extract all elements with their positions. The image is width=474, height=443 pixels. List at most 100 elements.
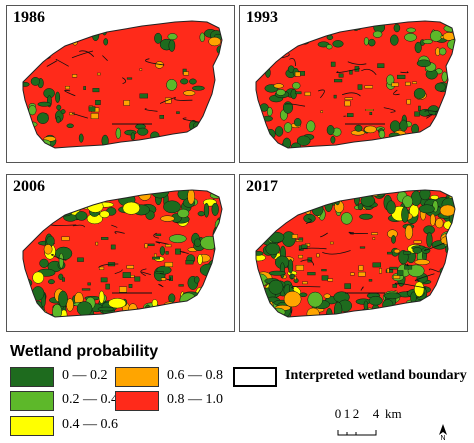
probability-patch bbox=[333, 301, 343, 317]
wetland-boundary-line bbox=[404, 263, 409, 267]
wetland-boundary-line bbox=[289, 58, 296, 67]
legend-swatch bbox=[10, 367, 54, 387]
probability-patch bbox=[58, 26, 64, 40]
probability-patch bbox=[413, 88, 426, 99]
probability-patch bbox=[37, 101, 52, 107]
probability-patch bbox=[345, 21, 360, 29]
probability-patch bbox=[378, 268, 382, 274]
probability-patch bbox=[294, 24, 309, 34]
probability-patch bbox=[193, 238, 202, 248]
scale-bar-line bbox=[337, 430, 377, 436]
probability-patch bbox=[323, 193, 339, 204]
wetland-boundary-line bbox=[298, 247, 327, 251]
probability-patch bbox=[434, 82, 446, 92]
probability-patch bbox=[307, 291, 323, 308]
probability-patch bbox=[61, 236, 70, 241]
probability-patch bbox=[60, 109, 66, 115]
probability-patch bbox=[187, 304, 199, 317]
probability-patch bbox=[52, 303, 63, 317]
probability-patch bbox=[310, 191, 325, 202]
probability-patch bbox=[412, 81, 417, 84]
probability-patch bbox=[163, 200, 181, 214]
probability-patch bbox=[77, 257, 84, 262]
probability-patch bbox=[83, 86, 86, 90]
scale-tick-label: 0 bbox=[335, 406, 342, 421]
probability-patch bbox=[302, 281, 308, 285]
probability-patch bbox=[78, 23, 91, 32]
wetland-boundary-line bbox=[336, 68, 360, 74]
probability-patch bbox=[98, 190, 116, 197]
probability-patch bbox=[376, 190, 386, 198]
probability-patch bbox=[422, 301, 434, 311]
probability-patch bbox=[402, 195, 413, 208]
legend-label: 0.2 — 0.4 bbox=[62, 392, 118, 407]
probability-patch bbox=[311, 21, 325, 28]
probability-patch bbox=[282, 201, 290, 215]
probability-patch bbox=[168, 39, 176, 52]
probability-patch bbox=[273, 83, 284, 89]
probability-patch bbox=[403, 250, 411, 255]
probability-patch bbox=[393, 23, 401, 33]
probability-patch bbox=[306, 307, 320, 317]
probability-patch bbox=[363, 300, 369, 311]
wetland-boundary-line bbox=[400, 71, 409, 74]
probability-patch bbox=[321, 275, 329, 281]
probability-patch bbox=[383, 309, 390, 317]
wetland-boundary-line bbox=[174, 97, 193, 101]
probability-patch bbox=[132, 141, 141, 146]
probability-patch bbox=[197, 293, 207, 303]
scale-tick-label: 1 bbox=[344, 406, 351, 421]
probability-patch bbox=[396, 311, 411, 317]
probability-patch bbox=[396, 270, 404, 276]
probability-patch bbox=[327, 278, 333, 282]
probability-patch bbox=[71, 190, 86, 196]
probability-patch bbox=[38, 34, 49, 47]
probability-patch bbox=[38, 26, 52, 37]
probability-patch bbox=[90, 113, 99, 119]
probability-patch bbox=[97, 306, 115, 312]
probability-patch bbox=[102, 27, 107, 36]
probability-patch bbox=[359, 213, 373, 220]
probability-patch bbox=[81, 288, 91, 291]
wetland-boundary-line bbox=[322, 250, 351, 255]
probability-patch bbox=[320, 110, 323, 113]
wetland-boundary-line bbox=[426, 113, 433, 119]
probability-patch bbox=[197, 211, 205, 217]
wetland-boundary-line bbox=[144, 108, 158, 112]
probability-patch bbox=[55, 91, 61, 103]
probability-patch bbox=[422, 39, 433, 45]
north-label: N bbox=[440, 435, 445, 440]
probability-patch bbox=[126, 77, 133, 80]
probability-patch bbox=[35, 307, 41, 314]
probability-patch bbox=[88, 106, 96, 112]
probability-patch bbox=[102, 192, 113, 199]
scale-tick-label: 4 bbox=[373, 406, 380, 421]
probability-patch bbox=[303, 190, 322, 203]
probability-patch bbox=[168, 293, 176, 303]
probability-patch bbox=[358, 265, 364, 271]
probability-patch bbox=[66, 123, 74, 129]
probability-patch bbox=[180, 78, 189, 85]
probability-patch bbox=[333, 79, 343, 83]
probability-patch bbox=[372, 237, 376, 240]
probability-patch bbox=[321, 269, 327, 272]
wetland-boundary-line bbox=[305, 218, 312, 224]
probability-patch bbox=[266, 106, 273, 117]
wetland-boundary-line bbox=[320, 232, 328, 238]
probability-patch bbox=[294, 276, 297, 280]
panel-year-label: 2006 bbox=[13, 178, 45, 195]
probability-patch bbox=[141, 140, 150, 148]
map-panel-1993: 1993 bbox=[239, 5, 468, 163]
probability-patch bbox=[65, 85, 70, 90]
probability-patch bbox=[203, 202, 210, 218]
wetland-boundary-line bbox=[347, 61, 367, 65]
probability-patch bbox=[43, 244, 53, 255]
probability-patch bbox=[368, 279, 373, 282]
probability-patch bbox=[183, 71, 189, 76]
probability-patch bbox=[439, 204, 455, 217]
probability-patch bbox=[393, 275, 401, 279]
probability-patch bbox=[304, 21, 312, 30]
probability-patch bbox=[365, 108, 374, 111]
probability-patch bbox=[307, 272, 316, 276]
probability-patch bbox=[328, 190, 348, 197]
